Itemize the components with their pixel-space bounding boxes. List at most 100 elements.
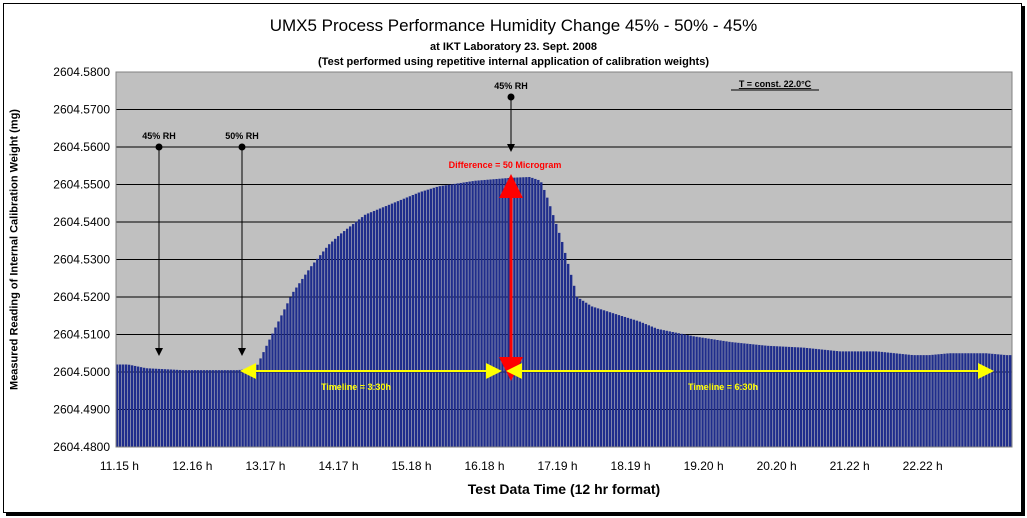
bar	[127, 364, 131, 447]
bar	[811, 348, 815, 447]
bar	[241, 369, 244, 447]
bar	[793, 347, 797, 447]
bar	[435, 186, 438, 447]
bar	[316, 258, 319, 447]
bar	[519, 177, 522, 447]
bar	[734, 342, 737, 447]
bar	[943, 353, 946, 447]
bar	[653, 327, 656, 447]
bar	[659, 329, 662, 447]
bar	[829, 350, 833, 447]
bar	[250, 368, 253, 447]
bar	[641, 322, 645, 447]
bar	[540, 182, 543, 447]
x-tick-label: 19.20 h	[684, 459, 724, 473]
bar	[925, 355, 928, 447]
bar	[590, 306, 594, 447]
bar	[907, 354, 910, 447]
x-tick-label: 18.19 h	[611, 459, 651, 473]
bar	[647, 325, 651, 447]
y-tick-label: 2604.5400	[53, 215, 110, 229]
bar	[892, 353, 895, 447]
bar	[686, 335, 689, 447]
bar	[345, 228, 349, 447]
bar	[265, 345, 268, 447]
bar	[677, 333, 680, 447]
bar	[360, 217, 364, 447]
x-tick-label: 16.18 h	[465, 459, 505, 473]
bar	[746, 343, 749, 447]
bar	[916, 355, 919, 447]
bar	[211, 370, 214, 447]
bar	[319, 255, 322, 447]
bar	[865, 351, 869, 447]
bar	[429, 188, 432, 447]
bar	[178, 369, 182, 447]
bar	[901, 354, 904, 447]
bar	[991, 353, 994, 447]
bar	[940, 353, 943, 447]
bar	[468, 181, 471, 447]
bar	[477, 180, 480, 447]
y-tick-label: 2604.4800	[53, 440, 110, 454]
bar	[259, 358, 262, 447]
bar	[340, 233, 343, 447]
bar	[187, 370, 191, 447]
bar	[286, 303, 289, 447]
rh-marker-2-label: 50% RH	[225, 131, 259, 141]
bar	[351, 224, 355, 447]
bar	[474, 180, 477, 448]
bar	[238, 369, 241, 447]
bar	[832, 350, 836, 447]
bar	[862, 351, 866, 447]
bar	[328, 244, 331, 447]
x-tick-label: 22.22 h	[903, 459, 943, 473]
bar	[913, 355, 916, 447]
bar	[719, 340, 722, 447]
bar	[955, 353, 958, 447]
bar	[982, 353, 985, 447]
y-tick-label: 2604.4900	[53, 403, 110, 417]
bar	[402, 198, 406, 447]
y-tick-label: 2604.5600	[53, 140, 110, 154]
bar	[731, 342, 734, 447]
bar	[689, 335, 692, 447]
bar	[325, 247, 328, 447]
bar	[208, 370, 211, 447]
bar	[823, 349, 827, 447]
x-tick-label: 17.19 h	[538, 459, 578, 473]
bar	[844, 351, 848, 447]
bar	[964, 353, 967, 447]
bar	[632, 319, 636, 447]
bar	[175, 369, 179, 447]
bar	[283, 309, 286, 447]
bar	[581, 300, 585, 447]
bar	[417, 192, 421, 447]
bar	[665, 330, 668, 447]
bar	[952, 353, 955, 447]
bar	[949, 353, 952, 447]
bar	[683, 334, 686, 447]
rh-marker-3-label: 45% RH	[494, 81, 528, 91]
temperature-note: T = const. 22.0°C	[739, 79, 812, 89]
x-tick-label: 14.17 h	[318, 459, 358, 473]
bar	[994, 354, 997, 447]
bar	[172, 369, 176, 447]
bar	[755, 344, 758, 447]
bar	[1006, 355, 1009, 447]
bar	[313, 262, 316, 447]
bar	[116, 364, 119, 447]
bar	[841, 351, 845, 447]
bar	[363, 214, 367, 447]
bar	[988, 353, 991, 447]
bar	[614, 314, 618, 447]
bar	[569, 274, 573, 447]
bar	[193, 370, 197, 447]
bar	[432, 187, 435, 448]
bar	[268, 339, 271, 447]
bar	[961, 353, 964, 447]
bar	[970, 353, 973, 447]
bar	[668, 331, 671, 447]
bar	[671, 331, 674, 447]
